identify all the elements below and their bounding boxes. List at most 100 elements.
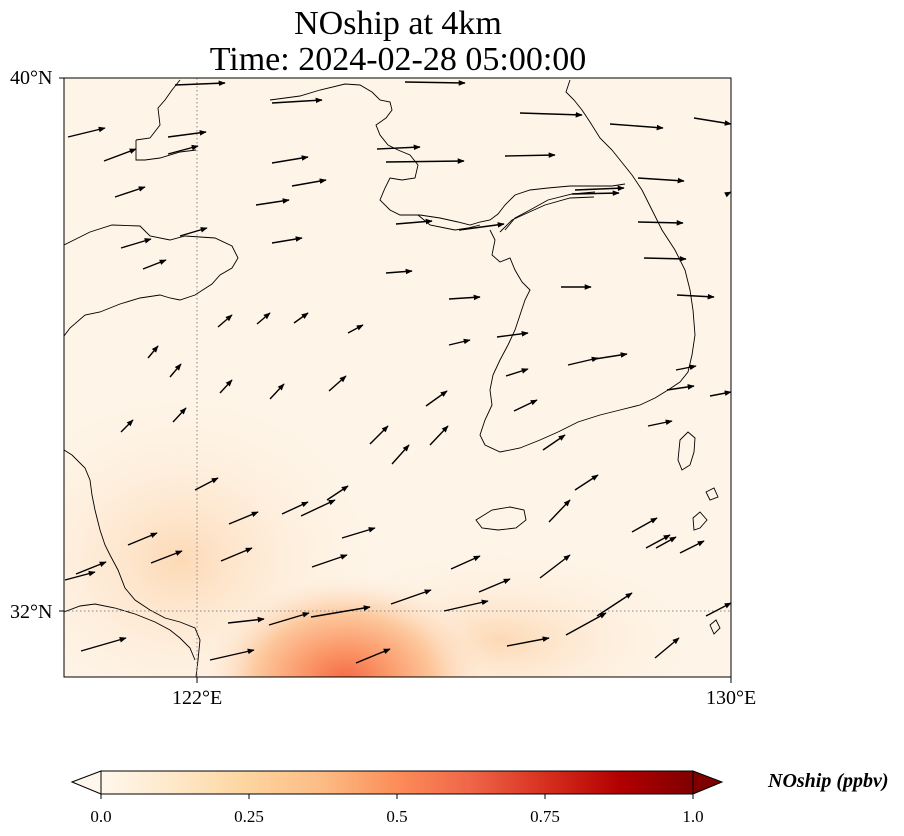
wind-vector-arrow bbox=[209, 648, 255, 661]
wind-vector-arrow bbox=[655, 536, 677, 549]
wind-vector-arrow bbox=[293, 312, 309, 324]
wind-vector-arrow bbox=[404, 80, 466, 86]
map-frame bbox=[63, 77, 732, 678]
wind-vector-arrow bbox=[574, 474, 599, 491]
wind-vector-arrow bbox=[478, 578, 511, 593]
wind-vector-arrow bbox=[548, 499, 571, 523]
wind-vector-arrow bbox=[179, 227, 208, 237]
wind-vector-arrow bbox=[256, 312, 271, 325]
wind-vector-arrow bbox=[637, 220, 684, 226]
wind-vector-arrow bbox=[355, 648, 391, 664]
wind-vector-arrow bbox=[269, 383, 285, 400]
wind-vector-arrow bbox=[443, 599, 489, 612]
wind-vector-arrow bbox=[429, 425, 449, 446]
colorbar-label: NOship (ppbv) bbox=[768, 770, 889, 792]
wind-vector-arrow bbox=[114, 186, 146, 198]
wind-vector-arrow bbox=[147, 345, 159, 359]
colorbar-extend-max bbox=[692, 770, 724, 795]
wind-vector-arrow bbox=[676, 293, 715, 300]
wind-vector-arrow bbox=[567, 356, 599, 366]
wind-vector-arrow bbox=[506, 636, 550, 647]
colorbar-tick-label: 1.0 bbox=[682, 807, 704, 826]
wind-vector-arrow bbox=[609, 123, 664, 131]
wind-vector-arrow bbox=[167, 144, 199, 155]
wind-vector-arrow bbox=[496, 331, 529, 338]
colorbar-gradient bbox=[101, 771, 693, 794]
wind-vector-arrow bbox=[142, 259, 167, 270]
wind-vector-arrow bbox=[120, 419, 134, 433]
wind-vector-arrow bbox=[120, 238, 152, 249]
wind-vector-arrow bbox=[64, 570, 96, 581]
wind-vector-arrow bbox=[150, 550, 183, 564]
map-area bbox=[64, 78, 731, 677]
wind-vector-arrow bbox=[654, 637, 680, 659]
wind-vector-arrow bbox=[647, 419, 673, 427]
wind-vector-arrow bbox=[679, 540, 705, 554]
wind-vector-arrow bbox=[300, 499, 336, 517]
wind-vector-arrow bbox=[310, 605, 371, 618]
wind-vector-arrow bbox=[227, 616, 265, 624]
colorbar-tick-label: 0.75 bbox=[530, 807, 560, 826]
wind-vector-arrow bbox=[255, 198, 290, 206]
wind-vector-arrow bbox=[369, 425, 389, 445]
lat-label-40N: 40°N bbox=[10, 67, 53, 89]
wind-vector-arrow bbox=[281, 501, 309, 515]
wind-vector-arrow bbox=[505, 368, 529, 377]
wind-vector-arrow bbox=[596, 592, 633, 617]
wind-vector-arrow bbox=[390, 589, 432, 605]
wind-vector-arrow bbox=[709, 390, 731, 397]
wind-vector-arrow bbox=[637, 177, 685, 184]
wind-vector-arrow bbox=[565, 612, 607, 636]
wind-vector-arrow bbox=[425, 390, 448, 407]
wind-vector-arrow bbox=[594, 352, 628, 360]
wind-vector-arrow bbox=[539, 554, 571, 579]
wind-vector-arrow bbox=[376, 144, 421, 151]
wind-vector-arrow bbox=[519, 111, 583, 118]
wind-vector-arrow bbox=[219, 379, 233, 394]
wind-vector-arrow bbox=[167, 130, 207, 138]
wind-vector-arrow bbox=[666, 384, 695, 391]
colorbar-extend-min bbox=[70, 770, 102, 795]
wind-vector-arrow bbox=[391, 444, 410, 465]
wind-vector-arrow bbox=[458, 222, 505, 231]
wind-vector-arrow bbox=[75, 561, 107, 575]
wind-vector-arrow bbox=[542, 434, 566, 451]
wind-vector-arrow bbox=[347, 324, 364, 334]
wind-vector-arrow bbox=[448, 338, 471, 346]
colorbar-tick-label: 0.5 bbox=[386, 807, 408, 826]
wind-vector-field bbox=[64, 80, 731, 664]
wind-vector-arrow bbox=[448, 294, 481, 301]
wind-vector-arrow bbox=[328, 375, 347, 392]
wind-vector-arrow bbox=[643, 256, 687, 262]
wind-vector-arrow bbox=[341, 527, 376, 539]
wind-vector-arrow bbox=[271, 97, 323, 104]
colorbar-tick-label: 0.0 bbox=[90, 807, 112, 826]
wind-vector-arrow bbox=[271, 236, 303, 244]
wind-vector-arrow bbox=[271, 155, 309, 164]
wind-vector-arrow bbox=[571, 190, 620, 196]
wind-vector-arrow bbox=[220, 547, 253, 562]
wind-vector-arrow bbox=[103, 148, 137, 162]
lat-label-32N: 32°N bbox=[10, 601, 53, 623]
wind-vector-arrow bbox=[504, 152, 556, 158]
lon-label-122E: 122°E bbox=[172, 687, 223, 709]
wind-vector-arrow bbox=[326, 485, 349, 501]
map-subtitle-time: Time: 2024-02-28 05:00:00 bbox=[209, 41, 587, 78]
wind-vector-arrow bbox=[311, 554, 348, 568]
wind-vector-arrow bbox=[228, 511, 259, 525]
wind-vector-arrow bbox=[169, 363, 182, 378]
wind-vector-arrow bbox=[172, 407, 187, 423]
wind-vector-arrow bbox=[127, 532, 158, 546]
wind-vector-arrow bbox=[675, 364, 697, 371]
wind-vector-arrow bbox=[291, 178, 327, 187]
wind-vector-arrow bbox=[513, 399, 538, 412]
map-title: NOship at 4km bbox=[294, 5, 502, 42]
wind-vector-arrow bbox=[631, 517, 658, 533]
lon-label-130E: 130°E bbox=[706, 687, 757, 709]
wind-vector-arrow bbox=[574, 185, 625, 192]
wind-vector-arrow bbox=[450, 555, 481, 570]
gridlines bbox=[64, 78, 731, 677]
wind-vector-arrow bbox=[385, 158, 465, 164]
